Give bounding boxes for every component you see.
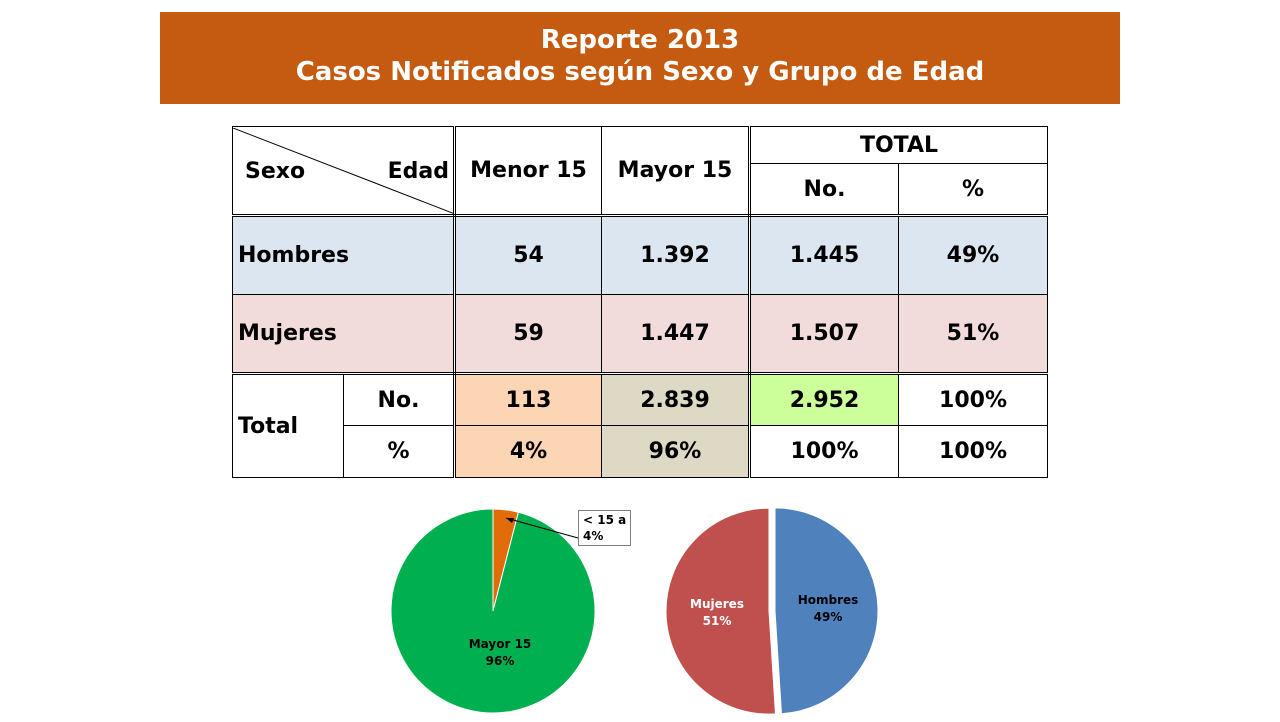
row-label-total-no: No. bbox=[343, 373, 456, 426]
pie-label-hombres: Hombres 49% bbox=[780, 592, 876, 626]
pie-label-mayor-name: Mayor 15 bbox=[468, 637, 532, 651]
cell-pct-total-no: 100% bbox=[749, 425, 899, 478]
cases-table: Sexo Edad Menor 15 Mayor 15 TOTAL No. % … bbox=[232, 126, 1048, 478]
pie-label-menor-value: 4% bbox=[583, 529, 604, 543]
corner-diagonal-line bbox=[233, 127, 452, 213]
row-label-total-pct: % bbox=[343, 425, 456, 478]
cell-hombres-total-no: 1.445 bbox=[749, 215, 899, 295]
cell-mujeres-total-pct: 51% bbox=[898, 294, 1048, 375]
cell-total-mayor-no: 2.839 bbox=[601, 373, 751, 426]
row-label-total: Total bbox=[232, 373, 344, 478]
pie-callout-menor: < 15 a 4% bbox=[578, 510, 632, 546]
pie-label-mayor: Mayor 15 96% bbox=[450, 636, 550, 670]
header-mayor: Mayor 15 bbox=[601, 126, 751, 217]
cell-hombres-menor: 54 bbox=[454, 215, 602, 295]
banner-title-line1: Reporte 2013 bbox=[540, 25, 740, 55]
callout-leader-line bbox=[505, 517, 579, 539]
pie-label-mayor-value: 96% bbox=[485, 654, 515, 668]
table-row: Total No. 113 2.839 2.952 100% bbox=[232, 373, 1048, 478]
cell-pct-total-pct: 100% bbox=[898, 425, 1048, 478]
banner-title-line2: Casos Notificados según Sexo y Grupo de … bbox=[295, 57, 985, 87]
cell-hombres-total-pct: 49% bbox=[898, 215, 1048, 295]
cell-pct-menor: 4% bbox=[454, 425, 602, 478]
pie-slice-mayor-15 bbox=[390, 508, 596, 714]
sex-pie-chart bbox=[662, 504, 884, 718]
cell-mujeres-menor: 59 bbox=[454, 294, 602, 375]
table-row: Mujeres 59 1.447 1.507 51% bbox=[232, 294, 1048, 375]
row-label-mujeres: Mujeres bbox=[232, 294, 456, 375]
pie-label-menor-name: < 15 a bbox=[583, 513, 627, 527]
pie-label-mujeres: Mujeres 51% bbox=[672, 596, 762, 630]
report-banner: Reporte 2013 Casos Notificados según Sex… bbox=[160, 12, 1120, 104]
pie-label-hombres-name: Hombres bbox=[797, 593, 859, 607]
row-label-hombres: Hombres bbox=[232, 215, 456, 295]
pie-slice-mujeres bbox=[665, 507, 776, 715]
pie-label-mujeres-name: Mujeres bbox=[690, 597, 744, 611]
cell-total-total-pct: 100% bbox=[898, 373, 1048, 426]
cell-hombres-mayor: 1.392 bbox=[601, 215, 751, 295]
cell-mujeres-mayor: 1.447 bbox=[601, 294, 751, 375]
corner-col-label: Edad bbox=[387, 158, 449, 184]
age-pie-svg bbox=[390, 508, 596, 714]
table-row: Hombres 54 1.392 1.445 49% bbox=[232, 215, 1048, 295]
corner-row-label: Sexo bbox=[245, 158, 306, 184]
cell-mujeres-total-no: 1.507 bbox=[749, 294, 899, 375]
corner-header-cell: Sexo Edad bbox=[232, 126, 456, 217]
sex-pie-svg bbox=[665, 507, 879, 715]
cell-total-total-no: 2.952 bbox=[749, 373, 899, 426]
pie-label-hombres-value: 49% bbox=[813, 610, 843, 624]
cell-total-menor-no: 113 bbox=[454, 373, 602, 426]
age-pie-chart bbox=[388, 506, 608, 716]
header-total: TOTAL bbox=[749, 126, 1048, 164]
pie-slice-hombres bbox=[774, 507, 879, 715]
pie-label-mujeres-value: 51% bbox=[702, 614, 732, 628]
header-total-no: No. bbox=[749, 163, 899, 217]
table-row: % 4% 96% 100% 100% bbox=[233, 425, 1048, 478]
header-total-pct: % bbox=[898, 163, 1048, 217]
cell-pct-mayor: 96% bbox=[601, 425, 751, 478]
header-menor: Menor 15 bbox=[454, 126, 602, 217]
